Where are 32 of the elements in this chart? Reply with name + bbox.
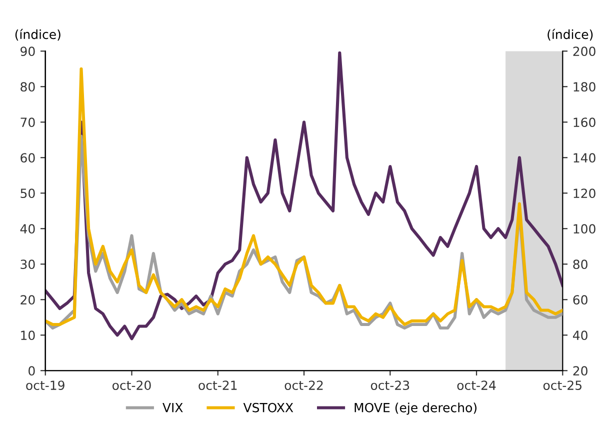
y2-tick-label: 120: [574, 188, 596, 198]
y-tick-label: 60: [20, 153, 35, 163]
x-tick-label: oct-21: [198, 380, 237, 390]
y2-axis-title: (índice): [548, 28, 593, 41]
y2-tick-label: 180: [574, 82, 596, 92]
x-tick-label: oct-23: [370, 380, 410, 390]
legend-label: VIX: [162, 403, 183, 412]
y2-tick-label: 40: [572, 330, 588, 340]
y-tick-label: 90: [20, 46, 35, 56]
x-tick-label: oct-25: [543, 380, 582, 390]
y-tick-label: 80: [20, 82, 35, 92]
y-tick-label: 0: [28, 366, 35, 376]
y-tick-label: 50: [20, 188, 35, 198]
x-tick-label: oct-24: [457, 380, 496, 390]
y-axis-title: (índice): [15, 28, 60, 41]
x-tick-label: oct-19: [26, 380, 64, 390]
y2-tick-label: 100: [574, 224, 596, 234]
y-tick-label: 70: [20, 118, 35, 128]
y2-tick-label: 60: [573, 295, 588, 305]
y2-tick-label: 20: [573, 366, 588, 376]
y2-tick-label: 160: [574, 118, 596, 128]
y-tick-label: 30: [20, 260, 35, 270]
y-tick-label: 40: [20, 224, 35, 234]
y-tick-label: 20: [20, 295, 35, 305]
legend-label: MOVE (eje derecho): [354, 402, 476, 415]
y2-tick-label: 200: [573, 46, 596, 56]
legend-label: VSTOXX: [243, 402, 294, 412]
y2-tick-label: 80: [573, 260, 588, 270]
y-tick-label: 10: [21, 330, 35, 340]
y2-tick-label: 140: [574, 153, 596, 163]
x-tick-label: oct-20: [112, 380, 151, 390]
x-tick-label: oct-22: [284, 380, 323, 390]
